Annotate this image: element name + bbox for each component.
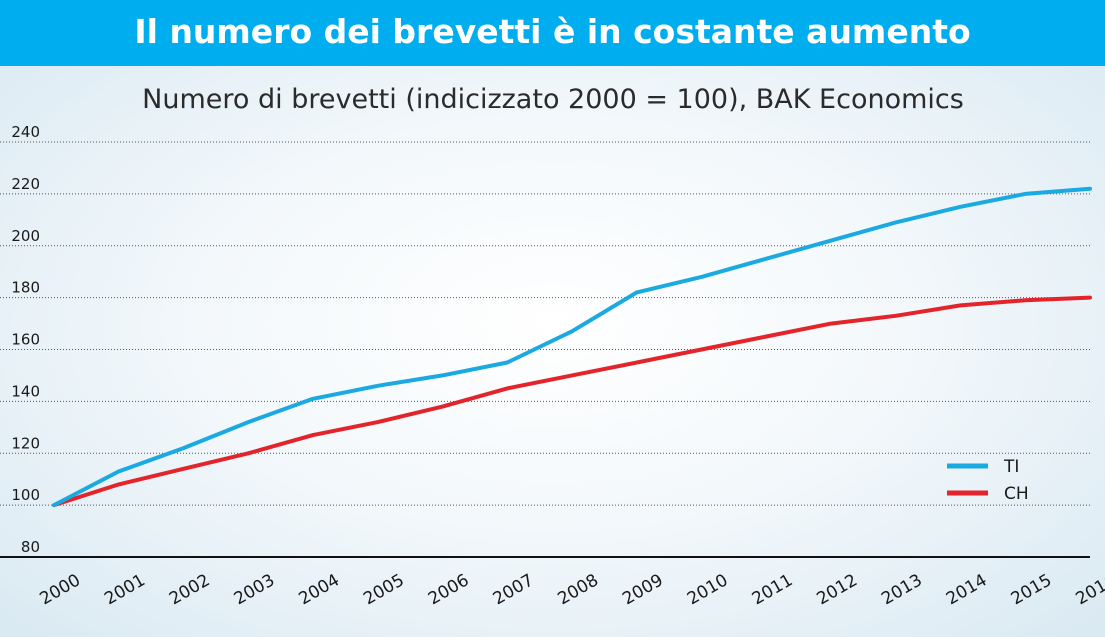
y-tick-label: 160 <box>11 331 40 349</box>
x-tick-label: 2015 <box>1008 570 1055 609</box>
series-line-ch <box>52 295 1092 508</box>
x-tick-label: 2016 <box>1073 570 1105 609</box>
x-tick-label: 2010 <box>684 570 731 609</box>
y-tick-label: 80 <box>21 538 40 556</box>
legend-label-ch: CH <box>1004 484 1029 504</box>
y-tick-label: 100 <box>11 486 40 504</box>
chart-subtitle: Numero di brevetti (indicizzato 2000 = 1… <box>142 84 964 115</box>
x-tick-label: 2003 <box>231 570 278 609</box>
chart-title-banner: Il numero dei brevetti è in costante aum… <box>0 0 1105 66</box>
x-tick-label: 2002 <box>166 570 213 609</box>
x-tick-label: 2001 <box>101 570 148 609</box>
x-tick-label: 2014 <box>943 570 990 609</box>
x-tick-label: 2005 <box>360 570 407 609</box>
y-tick-label: 120 <box>11 434 40 452</box>
legend: TI CH <box>947 457 1029 504</box>
legend-label-ti: TI <box>1003 457 1019 477</box>
x-tick-label: 2007 <box>490 570 537 609</box>
x-tick-label: 2009 <box>619 570 666 609</box>
x-tick-label: 2000 <box>37 570 84 609</box>
x-axis-ticks: 2000 2001 2002 2003 2004 2005 2006 2007 2008 2009… <box>37 570 1105 609</box>
line-chart: Numero di brevetti (indicizzato 2000 = 1… <box>0 84 1105 609</box>
series-line-ti <box>52 186 1092 508</box>
x-tick-label: 2006 <box>425 570 472 609</box>
y-tick-label: 220 <box>11 175 40 193</box>
x-tick-label: 2008 <box>555 570 602 609</box>
chart-card: Numero di brevetti (indicizzato 2000 = 1… <box>0 66 1105 637</box>
x-tick-label: 2013 <box>878 570 925 609</box>
series-lines <box>52 186 1092 508</box>
y-tick-label: 140 <box>11 382 40 400</box>
y-tick-label: 240 <box>11 123 40 141</box>
x-tick-label: 2004 <box>296 570 343 609</box>
gridlines <box>0 141 1090 558</box>
x-tick-label: 2011 <box>749 570 796 609</box>
y-tick-label: 180 <box>11 279 40 297</box>
chart-title: Il numero dei brevetti è in costante aum… <box>134 12 971 51</box>
x-tick-label: 2012 <box>814 570 861 609</box>
y-axis-ticks: 80 100 120 140 160 180 200 220 240 <box>11 123 40 556</box>
y-tick-label: 200 <box>11 227 40 245</box>
